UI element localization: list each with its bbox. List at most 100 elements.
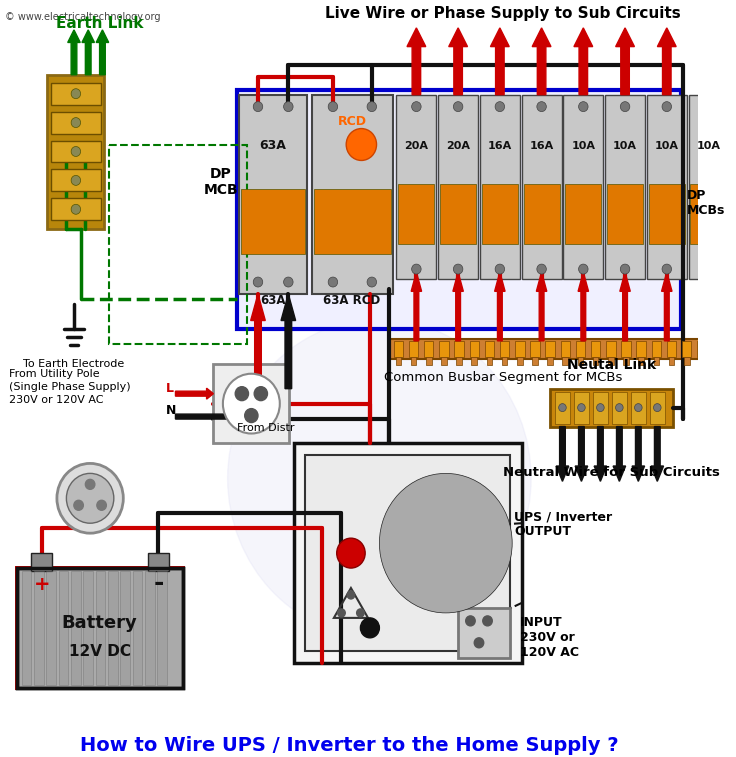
Text: DP
MCBs: DP MCBs: [687, 189, 725, 217]
Text: 16A: 16A: [529, 142, 553, 151]
Bar: [574, 391, 589, 424]
Circle shape: [662, 264, 671, 274]
Bar: [682, 341, 691, 357]
Text: © www.electricaltechnology.org: © www.electricaltechnology.org: [4, 12, 160, 22]
FancyArrow shape: [662, 272, 672, 341]
Text: 12V DC: 12V DC: [68, 643, 130, 659]
Circle shape: [559, 403, 566, 412]
Circle shape: [620, 264, 630, 274]
Bar: [239, 95, 308, 294]
Circle shape: [71, 204, 81, 214]
Circle shape: [71, 117, 81, 128]
Circle shape: [578, 101, 588, 111]
Bar: [605, 95, 645, 279]
Circle shape: [361, 618, 379, 638]
Bar: [83, 571, 93, 684]
Bar: [562, 357, 568, 365]
Bar: [456, 357, 462, 365]
Circle shape: [436, 533, 456, 553]
FancyArrow shape: [68, 30, 80, 75]
Text: 10A: 10A: [696, 142, 721, 151]
Bar: [523, 185, 559, 245]
Circle shape: [367, 277, 377, 287]
Circle shape: [57, 463, 124, 533]
Circle shape: [597, 403, 604, 412]
FancyArrow shape: [449, 28, 467, 95]
FancyArrow shape: [532, 28, 551, 95]
Bar: [121, 571, 130, 684]
Bar: [213, 364, 289, 444]
Circle shape: [253, 277, 263, 287]
Bar: [458, 608, 510, 658]
Circle shape: [654, 403, 661, 412]
Bar: [532, 357, 538, 365]
Circle shape: [537, 101, 546, 111]
Circle shape: [470, 512, 478, 520]
FancyArrow shape: [575, 426, 587, 481]
Bar: [699, 357, 705, 365]
Bar: [148, 553, 169, 571]
Circle shape: [338, 609, 345, 617]
FancyArrow shape: [574, 28, 592, 95]
Text: How to Wire UPS / Inverter to the Home Supply ?: How to Wire UPS / Inverter to the Home S…: [79, 736, 618, 755]
Circle shape: [71, 176, 81, 185]
Text: To Earth Electrode: To Earth Electrode: [24, 359, 124, 369]
Bar: [621, 341, 631, 357]
Bar: [480, 95, 520, 279]
Circle shape: [495, 101, 505, 111]
Text: Neutral Wire for Sub Circuits: Neutral Wire for Sub Circuits: [503, 466, 721, 479]
Bar: [500, 341, 509, 357]
Text: 16A: 16A: [488, 142, 512, 151]
Bar: [502, 357, 507, 365]
Bar: [15, 566, 185, 690]
Circle shape: [453, 506, 495, 550]
Circle shape: [461, 530, 468, 538]
Circle shape: [414, 509, 478, 577]
Circle shape: [71, 147, 81, 157]
Bar: [109, 145, 247, 344]
Circle shape: [346, 129, 377, 160]
Circle shape: [254, 387, 267, 400]
Bar: [424, 341, 434, 357]
Bar: [612, 391, 627, 424]
Bar: [648, 185, 684, 245]
Circle shape: [283, 101, 293, 111]
Bar: [690, 185, 726, 245]
Bar: [637, 341, 646, 357]
Text: From Distr: From Distr: [237, 422, 294, 432]
Bar: [606, 341, 615, 357]
Text: 10A: 10A: [571, 142, 595, 151]
Bar: [697, 341, 707, 357]
Circle shape: [634, 403, 642, 412]
Text: 20A: 20A: [446, 142, 470, 151]
Bar: [34, 571, 43, 684]
Circle shape: [66, 473, 114, 523]
Bar: [411, 357, 417, 365]
Circle shape: [253, 101, 263, 111]
Bar: [654, 357, 659, 365]
Bar: [563, 95, 604, 279]
Circle shape: [336, 538, 365, 568]
Bar: [441, 357, 447, 365]
Bar: [608, 357, 614, 365]
Text: INPUT
230V or
120V AC: INPUT 230V or 120V AC: [520, 616, 578, 659]
FancyArrow shape: [620, 272, 630, 341]
Circle shape: [704, 101, 713, 111]
Text: N: N: [166, 403, 177, 416]
Bar: [32, 553, 52, 571]
Bar: [47, 75, 105, 229]
Bar: [397, 95, 436, 279]
Bar: [22, 571, 32, 684]
Bar: [305, 456, 510, 651]
Circle shape: [425, 522, 467, 565]
Bar: [395, 357, 401, 365]
Circle shape: [402, 497, 489, 589]
Circle shape: [483, 616, 492, 626]
FancyArrow shape: [651, 426, 664, 481]
Bar: [96, 571, 105, 684]
Bar: [714, 357, 720, 365]
FancyArrow shape: [594, 426, 606, 481]
Text: 63A RCD: 63A RCD: [323, 294, 381, 307]
Circle shape: [466, 616, 475, 626]
Text: Live Wire or Phase Supply to Sub Circuits: Live Wire or Phase Supply to Sub Circuit…: [325, 6, 681, 21]
